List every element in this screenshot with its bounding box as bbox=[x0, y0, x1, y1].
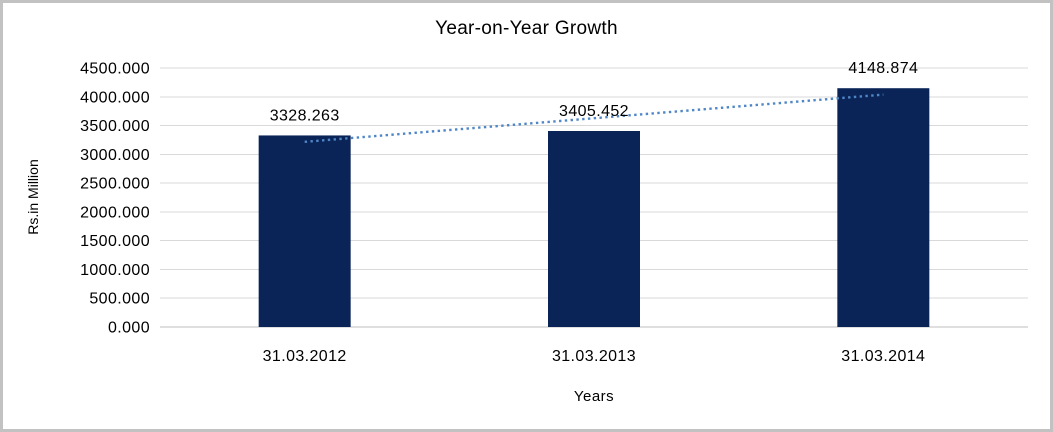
chart-title: Year-on-Year Growth bbox=[435, 18, 618, 39]
y-tick-label: 3500.000 bbox=[80, 118, 150, 135]
y-tick-label: 0.000 bbox=[108, 320, 150, 337]
y-tick-label: 2500.000 bbox=[80, 176, 150, 193]
y-tick-label: 1000.000 bbox=[80, 262, 150, 279]
bar[interactable] bbox=[548, 130, 640, 327]
bar-value-label: 3328.263 bbox=[270, 107, 340, 124]
trendline[interactable] bbox=[304, 93, 884, 144]
bar[interactable] bbox=[258, 135, 351, 327]
y-tick-label: 2000.000 bbox=[80, 204, 150, 221]
x-axis-title: Years bbox=[573, 388, 615, 405]
y-tick-label: 4500.000 bbox=[80, 61, 150, 78]
bar-value-label: 4148.874 bbox=[848, 60, 918, 77]
bar[interactable] bbox=[837, 88, 930, 327]
y-tick-label: 3000.000 bbox=[80, 147, 150, 164]
y-tick-label: 4000.000 bbox=[80, 89, 150, 106]
bar-value-label: 3405.452 bbox=[559, 103, 629, 120]
y-tick-label: 1500.000 bbox=[80, 233, 150, 250]
x-tick-label: 31.03.2013 bbox=[552, 348, 636, 365]
y-tick-label: 500.000 bbox=[89, 291, 150, 308]
x-tick-label: 31.03.2014 bbox=[841, 348, 925, 365]
x-tick-label: 31.03.2012 bbox=[263, 348, 347, 365]
